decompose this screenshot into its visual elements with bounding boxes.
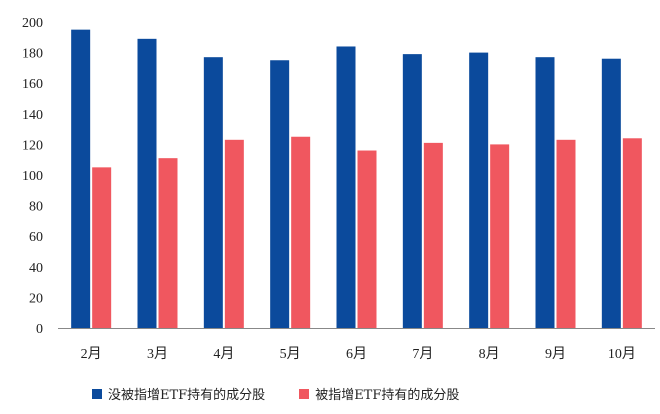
x-tick-label: 6月 [346, 346, 367, 362]
bars [71, 29, 642, 329]
legend-swatch-series-1 [92, 388, 102, 399]
bar-series-2-4 [291, 136, 311, 328]
y-tick-label: 80 [29, 200, 43, 215]
legend-item-series-2: 被指增ETF持有的成分股 [299, 384, 459, 403]
bar-series-2-6 [423, 142, 443, 328]
bar-series-1-4 [270, 60, 290, 328]
bar-series-2-1 [92, 167, 112, 328]
legend-item-series-1: 没被指增ETF持有的成分股 [92, 384, 265, 403]
legend-swatch-series-2 [299, 388, 310, 399]
bar-series-2-7 [490, 144, 510, 328]
bar-series-1-1 [71, 29, 91, 329]
y-tick-label: 180 [22, 47, 43, 62]
bar-series-2-5 [357, 150, 377, 328]
bar-series-1-3 [203, 57, 223, 328]
x-tick-label: 3月 [147, 346, 168, 362]
bar-series-2-9 [622, 138, 642, 328]
legend-label-series-1: 没被指增ETF持有的成分股 [108, 388, 266, 403]
x-tick-label: 4月 [213, 346, 234, 362]
bar-chart: 0 20 40 60 80 100 120 140 160 180 200 2月 3月 4月 5月 6月 7月… [22, 16, 655, 362]
y-tick-label: 60 [29, 230, 43, 245]
x-tick-label: 7月 [412, 346, 433, 362]
bar-series-1-6 [402, 54, 422, 328]
y-tick-label: 40 [29, 261, 43, 276]
x-tick-label: 2月 [81, 346, 102, 362]
y-tick-label: 100 [22, 169, 43, 184]
bar-series-1-2 [137, 38, 157, 328]
legend-label-series-2: 被指增ETF持有的成分股 [315, 388, 460, 403]
x-tick-label: 10月 [608, 346, 636, 362]
x-tick-label: 5月 [280, 346, 301, 362]
bar-series-1-7 [469, 52, 489, 328]
y-axis: 0 20 40 60 80 100 120 140 160 180 200 [22, 16, 43, 337]
bar-series-1-5 [336, 46, 356, 328]
legend: 没被指增ETF持有的成分股 被指增ETF持有的成分股 [92, 384, 493, 403]
x-tick-label: 8月 [479, 346, 500, 362]
bar-series-2-8 [556, 139, 576, 328]
x-axis: 2月 3月 4月 5月 6月 7月 8月 9月 10月 [81, 346, 636, 362]
bar-series-2-2 [158, 158, 178, 328]
y-tick-label: 120 [22, 138, 43, 153]
y-tick-label: 160 [22, 77, 43, 92]
bar-series-2-3 [224, 139, 244, 328]
y-tick-label: 200 [22, 16, 43, 31]
bar-series-1-8 [535, 57, 555, 328]
y-tick-label: 0 [36, 322, 43, 337]
y-tick-label: 140 [22, 108, 43, 123]
bar-series-1-9 [601, 58, 621, 328]
x-tick-label: 9月 [545, 346, 566, 362]
y-tick-label: 20 [29, 291, 43, 306]
